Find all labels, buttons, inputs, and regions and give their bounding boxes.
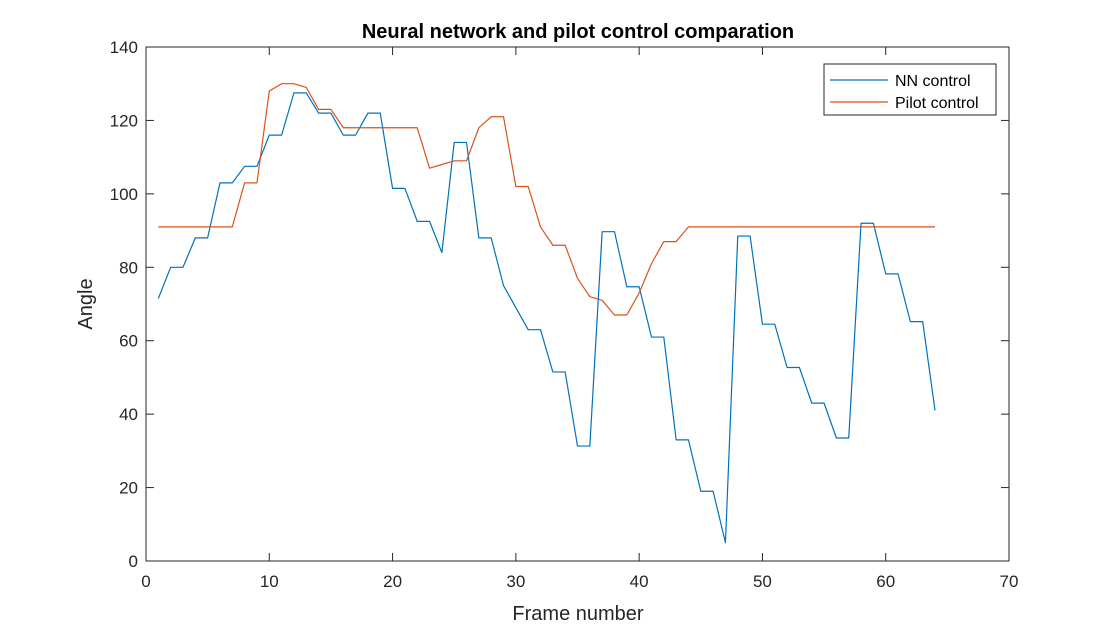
x-tick-label: 60 [876, 572, 895, 591]
y-tick-label: 80 [119, 258, 138, 277]
axes-box [145, 46, 1010, 562]
x-tick-label: 0 [141, 572, 150, 591]
y-tick-label: 0 [129, 552, 138, 571]
legend: NN control Pilot control [823, 63, 997, 116]
series-line-nn-control [157, 92, 936, 544]
x-tick-label: 20 [383, 572, 402, 591]
y-tick-label: 140 [110, 38, 138, 57]
legend-box [823, 63, 997, 116]
x-tick-label: 40 [630, 572, 649, 591]
x-tick-label: 50 [753, 572, 772, 591]
y-axis-label: Angle [75, 278, 97, 329]
x-tick-label: 30 [506, 572, 525, 591]
x-tick-label: 70 [1000, 572, 1019, 591]
legend-label: Pilot control [895, 95, 979, 112]
series-line-pilot-control [158, 83, 936, 316]
y-tick-label: 100 [110, 185, 138, 204]
chart-title: Neural network and pilot control compara… [362, 21, 794, 43]
y-tick-label: 60 [119, 332, 138, 351]
y-tick-label: 20 [119, 479, 138, 498]
y-tick-label: 120 [110, 111, 138, 130]
plot-area: 0 10 20 30 40 50 60 70 0 20 40 60 80 100 120 140 [110, 38, 1019, 591]
y-tick-label: 40 [119, 405, 138, 424]
x-axis-label: Frame number [512, 603, 643, 625]
legend-label: NN control [895, 73, 971, 90]
x-tick-label: 10 [260, 572, 279, 591]
